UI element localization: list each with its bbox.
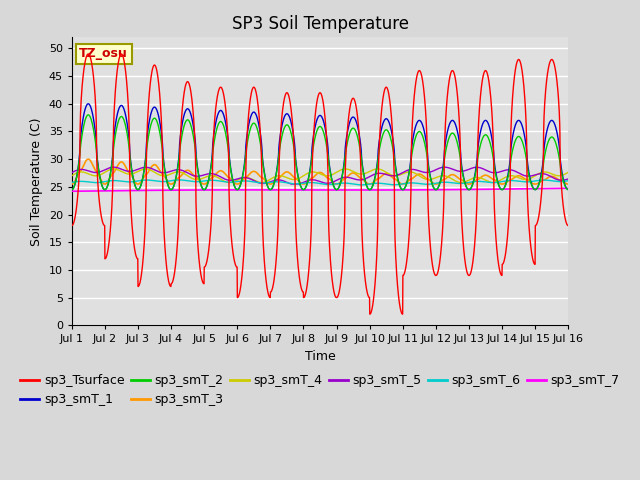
sp3_smT_7: [464, 187, 472, 192]
sp3_smT_6: [564, 178, 572, 184]
Title: SP3 Soil Temperature: SP3 Soil Temperature: [232, 15, 408, 33]
sp3_Tsurface: [68, 223, 76, 228]
sp3_smT_7: [534, 186, 542, 192]
sp3_smT_1: [207, 167, 214, 173]
sp3_smT_3: [334, 181, 342, 187]
sp3_smT_7: [564, 185, 572, 191]
sp3_smT_4: [534, 171, 542, 177]
sp3_smT_5: [334, 177, 342, 182]
sp3_smT_1: [84, 101, 92, 107]
sp3_smT_1: [521, 133, 529, 139]
sp3_smT_2: [207, 168, 214, 174]
sp3_Tsurface: [334, 293, 342, 299]
sp3_smT_4: [345, 167, 353, 172]
sp3_smT_1: [464, 186, 472, 192]
sp3_smT_5: [441, 164, 449, 170]
sp3_smT_4: [464, 178, 472, 183]
sp3_smT_3: [564, 181, 572, 187]
sp3_smT_6: [207, 178, 214, 183]
Y-axis label: Soil Temperature (C): Soil Temperature (C): [30, 117, 43, 246]
sp3_smT_6: [521, 179, 529, 185]
sp3_smT_4: [68, 173, 76, 179]
sp3_smT_6: [345, 180, 353, 186]
Text: TZ_osu: TZ_osu: [79, 48, 128, 60]
sp3_smT_1: [334, 186, 342, 192]
sp3_smT_1: [68, 187, 76, 192]
sp3_smT_3: [207, 176, 214, 182]
sp3_smT_2: [68, 187, 76, 192]
sp3_smT_3: [521, 176, 529, 181]
sp3_smT_4: [334, 168, 342, 174]
sp3_smT_6: [534, 178, 542, 183]
sp3_smT_5: [465, 167, 472, 172]
sp3_smT_7: [345, 187, 353, 193]
sp3_smT_4: [564, 169, 572, 175]
sp3_Tsurface: [366, 312, 374, 317]
sp3_smT_1: [345, 122, 353, 128]
sp3_smT_5: [564, 176, 572, 182]
sp3_smT_4: [207, 173, 214, 179]
sp3_smT_7: [68, 188, 76, 194]
sp3_Tsurface: [521, 95, 529, 100]
sp3_smT_5: [345, 175, 353, 180]
sp3_smT_2: [464, 186, 472, 192]
sp3_smT_7: [520, 186, 528, 192]
sp3_smT_3: [534, 180, 542, 186]
sp3_Tsurface: [207, 229, 214, 235]
sp3_smT_7: [334, 187, 342, 193]
sp3_smT_5: [521, 173, 529, 179]
sp3_smT_6: [358, 182, 365, 188]
Line: sp3_smT_2: sp3_smT_2: [72, 115, 568, 190]
sp3_smT_3: [345, 172, 353, 178]
sp3_smT_2: [334, 186, 342, 192]
sp3_smT_2: [564, 187, 572, 192]
Line: sp3_smT_5: sp3_smT_5: [72, 167, 568, 184]
Line: sp3_smT_6: sp3_smT_6: [72, 180, 568, 185]
sp3_smT_3: [84, 156, 92, 162]
sp3_Tsurface: [345, 112, 353, 118]
sp3_smT_3: [464, 181, 472, 187]
sp3_smT_3: [68, 181, 76, 187]
sp3_smT_1: [564, 187, 572, 192]
Line: sp3_smT_7: sp3_smT_7: [72, 188, 568, 191]
sp3_smT_5: [288, 181, 296, 187]
sp3_Tsurface: [465, 272, 472, 278]
sp3_smT_5: [68, 170, 76, 176]
sp3_smT_4: [110, 166, 118, 172]
sp3_smT_2: [534, 183, 542, 189]
Line: sp3_smT_1: sp3_smT_1: [72, 104, 568, 190]
sp3_smT_2: [521, 146, 529, 152]
sp3_smT_2: [84, 112, 92, 118]
sp3_smT_5: [534, 171, 542, 177]
sp3_smT_4: [490, 180, 497, 185]
sp3_Tsurface: [84, 51, 92, 57]
sp3_smT_1: [534, 183, 542, 189]
Legend: sp3_Tsurface, sp3_smT_1, sp3_smT_2, sp3_smT_3, sp3_smT_4, sp3_smT_5, sp3_smT_6, : sp3_Tsurface, sp3_smT_1, sp3_smT_2, sp3_…: [15, 369, 625, 411]
Line: sp3_smT_3: sp3_smT_3: [72, 159, 568, 184]
X-axis label: Time: Time: [305, 350, 335, 363]
sp3_smT_2: [345, 133, 353, 139]
sp3_smT_6: [465, 180, 472, 185]
sp3_smT_7: [206, 187, 214, 193]
Line: sp3_smT_4: sp3_smT_4: [72, 169, 568, 182]
sp3_smT_6: [68, 180, 76, 185]
Line: sp3_Tsurface: sp3_Tsurface: [72, 54, 568, 314]
sp3_smT_4: [521, 177, 529, 182]
sp3_smT_6: [175, 177, 183, 183]
sp3_smT_6: [334, 181, 342, 187]
sp3_smT_5: [206, 171, 214, 177]
sp3_Tsurface: [564, 223, 572, 228]
sp3_Tsurface: [534, 215, 542, 220]
